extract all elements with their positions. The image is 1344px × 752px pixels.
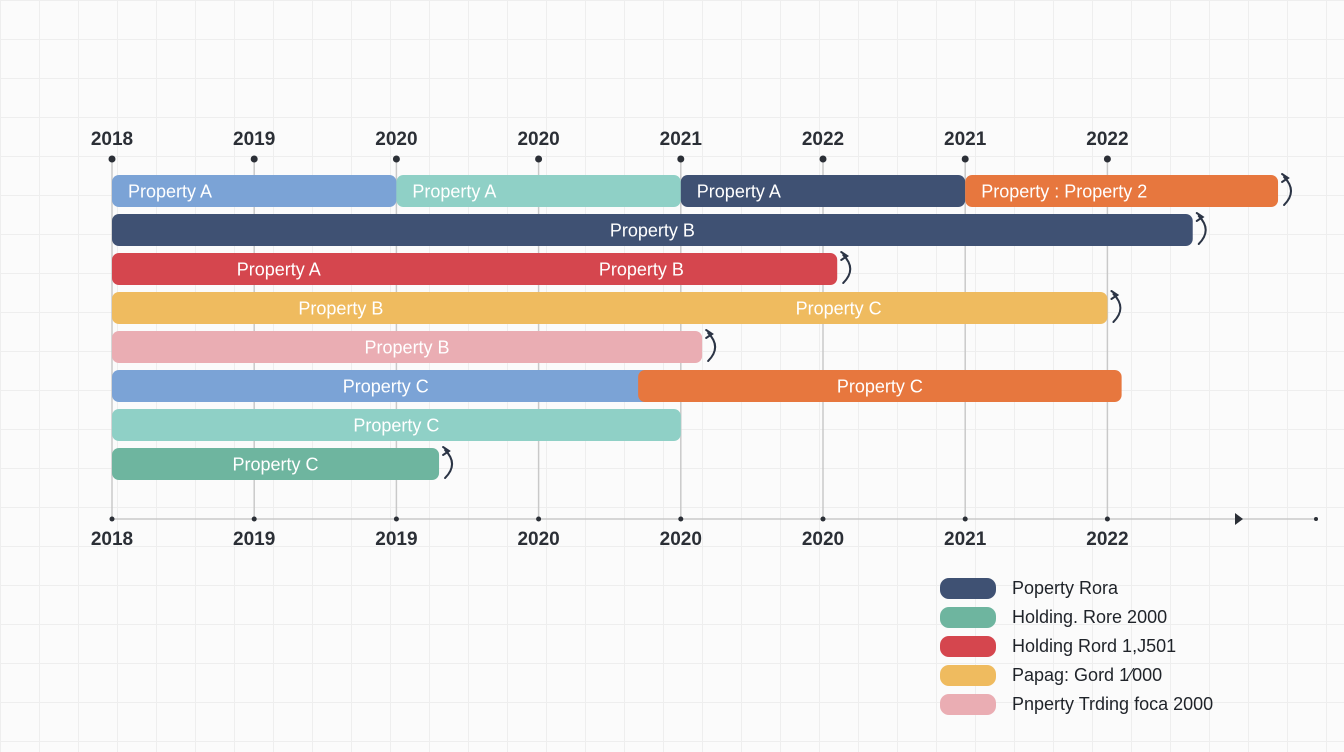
loop-arrow-icon bbox=[840, 251, 852, 284]
top-tick-label: 2021 bbox=[944, 129, 987, 150]
legend-swatch bbox=[940, 694, 996, 715]
bottom-tick-label: 2020 bbox=[517, 529, 559, 550]
legend: Poperty Rora Holding. Rore 2000 Holding Ro… bbox=[940, 574, 1213, 719]
gantt-bar bbox=[965, 175, 1279, 207]
bar-label: Property A bbox=[128, 182, 212, 202]
tick-dot bbox=[1103, 155, 1111, 163]
gantt-bar bbox=[112, 331, 703, 363]
arrow-right-icon bbox=[1235, 513, 1243, 525]
bar-label: Property B bbox=[365, 338, 450, 358]
bar-label: Property C bbox=[837, 377, 923, 397]
legend-label: Poperty Rora bbox=[1012, 578, 1119, 598]
loop-arrow-icon bbox=[442, 446, 454, 479]
bar-label: Property C bbox=[233, 455, 319, 475]
legend-label: Pnperty Trding foca 2000 bbox=[1012, 694, 1214, 714]
legend-swatch bbox=[940, 578, 996, 599]
legend-item: Holding Rord 1,J501 bbox=[940, 632, 1213, 661]
legend-item: Papag: Gord 1⁄000 bbox=[940, 661, 1213, 690]
tick-dot bbox=[392, 155, 400, 163]
bottom-tick-label: 2022 bbox=[1086, 529, 1128, 550]
bars: Property A Property A Property A Property :… bbox=[112, 173, 1293, 480]
gantt-bar bbox=[396, 175, 681, 207]
tick-dot bbox=[393, 516, 399, 522]
legend-swatch bbox=[940, 636, 996, 657]
tick-dot bbox=[819, 155, 827, 163]
gantt-bar bbox=[638, 370, 1122, 402]
bar-label: Property A bbox=[697, 182, 781, 202]
bottom-tick-label: 2020 bbox=[802, 529, 844, 550]
gantt-bar bbox=[112, 409, 681, 441]
gantt-bar bbox=[112, 175, 397, 207]
legend-item: Holding. Rore 2000 bbox=[940, 603, 1213, 632]
bar-label: Property B bbox=[298, 299, 383, 319]
top-tick-label: 2022 bbox=[802, 129, 844, 150]
bar-label: Property B bbox=[610, 221, 695, 241]
gantt-bar bbox=[112, 448, 440, 480]
bottom-tick-label: 2018 bbox=[91, 529, 133, 550]
bar-label: Property : Property 2 bbox=[981, 182, 1147, 202]
tick-dot bbox=[251, 516, 257, 522]
tick-dot bbox=[962, 516, 968, 522]
bar-label: Property C bbox=[353, 416, 439, 436]
top-tick-label: 2021 bbox=[660, 129, 703, 150]
tick-dot bbox=[961, 155, 969, 163]
gantt-bar bbox=[112, 370, 660, 402]
tick-dot bbox=[1104, 516, 1110, 522]
bar-label: Property B bbox=[599, 260, 684, 280]
bottom-tick-label: 2019 bbox=[375, 529, 417, 550]
tick-dot bbox=[536, 516, 542, 522]
loop-arrow-icon bbox=[1195, 212, 1207, 245]
top-tick-label: 2019 bbox=[233, 129, 275, 150]
top-tick-label: 2020 bbox=[375, 129, 417, 150]
tick-dot bbox=[108, 155, 116, 163]
tick-dot bbox=[535, 155, 543, 163]
tick-dot bbox=[677, 155, 685, 163]
gantt-bar bbox=[112, 253, 838, 285]
loop-arrow-icon bbox=[1110, 290, 1122, 323]
legend-swatch bbox=[940, 607, 996, 628]
legend-swatch bbox=[940, 665, 996, 686]
bottom-tick-label: 2020 bbox=[660, 529, 702, 550]
bottom-tick-label: 2021 bbox=[944, 529, 987, 550]
axis-end-dot bbox=[1314, 517, 1318, 521]
bar-label: Property A bbox=[237, 260, 321, 280]
legend-item: Pnperty Trding foca 2000 bbox=[940, 690, 1213, 719]
bottom-tick-label: 2019 bbox=[233, 529, 275, 550]
tick-dot bbox=[820, 516, 826, 522]
legend-label: Papag: Gord 1⁄000 bbox=[1012, 665, 1163, 685]
gantt-bar bbox=[112, 214, 1193, 246]
legend-label: Holding. Rore 2000 bbox=[1012, 607, 1168, 627]
timeline-axis: 2018 2019 2020 2020 2021 2022 2021 2022 2018 2019… bbox=[91, 129, 1318, 550]
top-tick-label: 2018 bbox=[91, 129, 133, 150]
gantt-bar bbox=[680, 175, 966, 207]
top-tick-label: 2022 bbox=[1086, 129, 1128, 150]
tick-dot bbox=[109, 516, 115, 522]
bar-label: Property A bbox=[412, 182, 496, 202]
legend-item: Poperty Rora bbox=[940, 574, 1213, 603]
tick-dot bbox=[250, 155, 258, 163]
bar-label: Property C bbox=[796, 299, 882, 319]
legend-label: Holding Rord 1,J501 bbox=[1012, 636, 1177, 656]
top-tick-label: 2020 bbox=[517, 129, 559, 150]
loop-arrow-icon bbox=[705, 329, 717, 362]
tick-dot bbox=[678, 516, 684, 522]
gantt-bar bbox=[112, 292, 1108, 324]
bar-label: Property C bbox=[343, 377, 429, 397]
loop-arrow-icon bbox=[1281, 173, 1293, 206]
